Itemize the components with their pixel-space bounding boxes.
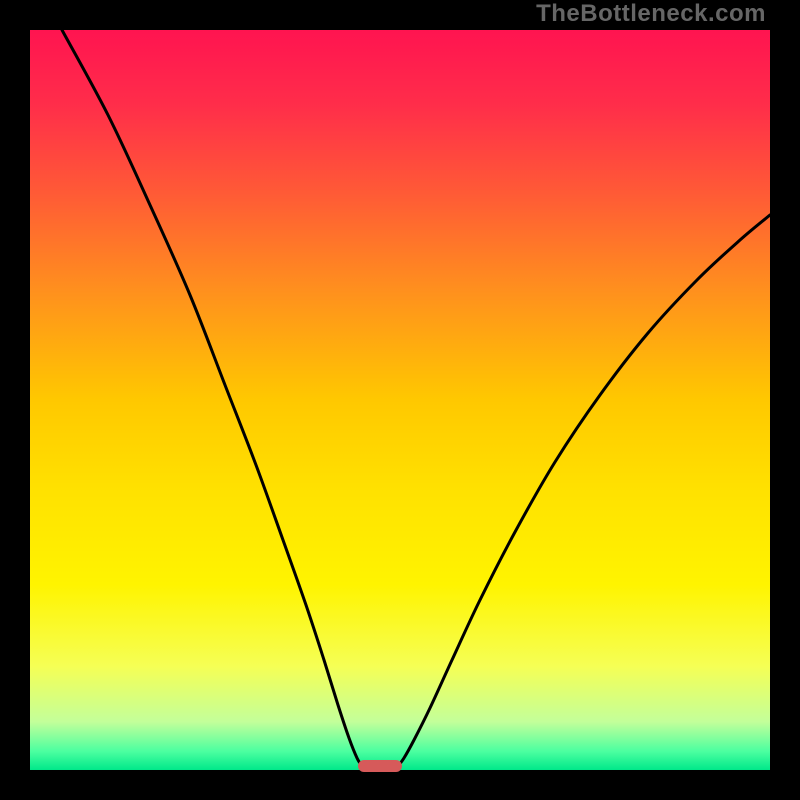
curve-right-branch (398, 215, 770, 766)
curve-left-branch (62, 30, 362, 766)
bottleneck-marker (358, 760, 402, 772)
curve-layer (0, 0, 800, 800)
chart-frame: TheBottleneck.com (0, 0, 800, 800)
watermark-text: TheBottleneck.com (536, 0, 766, 28)
